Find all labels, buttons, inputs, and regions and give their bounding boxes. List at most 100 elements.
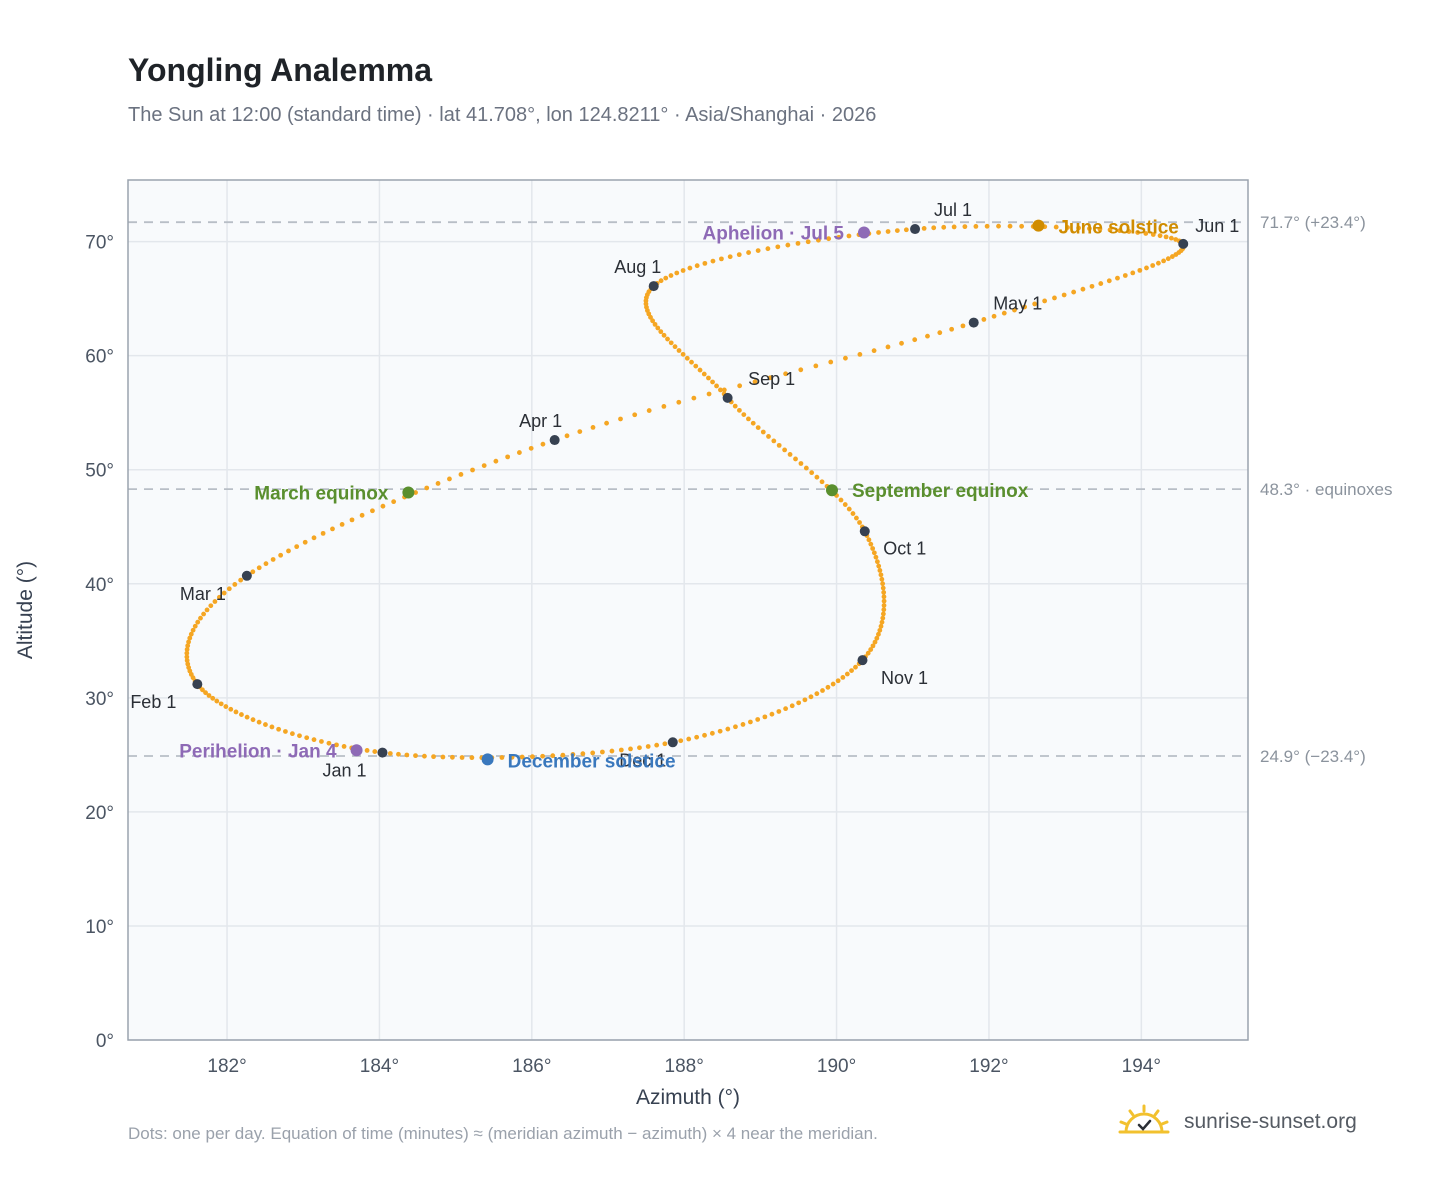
daily-sun-dot <box>1163 234 1169 240</box>
daily-sun-dot <box>604 420 609 426</box>
event-marker <box>481 753 494 766</box>
daily-sun-dot <box>184 650 190 656</box>
daily-sun-dot <box>1150 263 1156 268</box>
daily-sun-dot <box>206 693 212 698</box>
daily-sun-dot <box>269 724 275 730</box>
daily-sun-dot <box>931 225 937 231</box>
month-label: Apr 1 <box>519 411 562 431</box>
daily-sun-dot <box>256 719 262 725</box>
daily-sun-dot <box>981 317 987 322</box>
daily-sun-dot <box>221 590 227 596</box>
daily-sun-dot <box>599 749 605 755</box>
daily-sun-dot <box>828 359 834 365</box>
daily-sun-dot <box>881 590 887 595</box>
daily-sun-dot <box>228 706 234 712</box>
daily-sun-dot <box>881 598 887 604</box>
daily-sun-dot <box>795 240 801 246</box>
event-marker <box>1032 219 1045 232</box>
daily-sun-dot <box>868 647 874 652</box>
daily-sun-dot <box>737 383 743 389</box>
daily-sun-dot <box>286 548 291 554</box>
event-marker <box>858 226 870 239</box>
x-tick-label: 194° <box>1122 1056 1161 1077</box>
daily-sun-dot <box>516 450 522 455</box>
daily-sun-dot <box>850 511 856 516</box>
daily-sun-dot <box>701 371 707 377</box>
daily-sun-dot <box>846 233 852 239</box>
reference-line-label: 48.3° · equinoxes <box>1260 480 1393 499</box>
daily-sun-dot <box>655 325 661 331</box>
daily-sun-dot <box>879 619 885 625</box>
daily-sun-dot <box>311 737 317 743</box>
daily-sun-dot <box>878 623 884 629</box>
daily-sun-dot <box>789 703 795 709</box>
daily-sun-dot <box>431 754 436 760</box>
daily-sun-dot <box>1161 258 1167 264</box>
y-tick-label: 70° <box>85 233 114 254</box>
daily-sun-dot <box>349 517 355 523</box>
daily-sun-dot <box>450 754 455 760</box>
daily-sun-dot <box>359 512 365 518</box>
daily-sun-dot <box>499 755 505 760</box>
daily-sun-dot <box>216 594 222 600</box>
daily-sun-dot <box>771 438 777 444</box>
daily-sun-dot <box>925 333 930 339</box>
daily-sun-dot <box>210 695 216 701</box>
daily-sun-dot <box>871 550 877 556</box>
daily-sun-dot <box>609 748 615 754</box>
daily-sun-dot <box>1065 225 1070 230</box>
month-marker <box>241 570 252 581</box>
month-label: Sep 1 <box>748 369 795 389</box>
daily-sun-dot <box>881 603 887 608</box>
daily-sun-dot <box>984 223 990 229</box>
daily-sun-dot <box>813 363 819 369</box>
daily-sun-dot <box>732 403 738 409</box>
month-label: Nov 1 <box>881 668 928 688</box>
daily-sun-dot <box>765 246 771 252</box>
daily-sun-dot <box>1022 304 1028 310</box>
daily-sun-dot <box>458 472 464 477</box>
brand[interactable]: sunrise-sunset.org <box>1118 1100 1357 1144</box>
daily-sun-dot <box>391 499 397 505</box>
daily-sun-dot <box>755 248 761 254</box>
daily-sun-dot <box>838 497 844 503</box>
month-label: Dec 1 <box>619 750 666 770</box>
daily-sun-dot <box>1076 225 1081 231</box>
daily-sun-dot <box>637 745 642 751</box>
daily-sun-dot <box>736 407 742 413</box>
daily-sun-dot <box>702 260 708 266</box>
daily-sun-dot <box>570 752 576 757</box>
daily-sun-dot <box>214 698 220 704</box>
daily-sun-dot <box>645 744 651 749</box>
event-label: September equinox <box>852 481 1029 502</box>
daily-sun-dot <box>885 344 891 350</box>
month-label: Jan 1 <box>322 761 366 781</box>
daily-sun-dot <box>201 611 206 617</box>
daily-sun-dot <box>870 546 876 551</box>
daily-sun-dot <box>872 639 878 645</box>
daily-sun-dot <box>618 416 623 422</box>
daily-sun-dot <box>776 709 782 714</box>
daily-sun-dot <box>1135 230 1141 235</box>
daily-sun-dot <box>1042 298 1048 304</box>
daily-sun-dot <box>250 717 256 723</box>
daily-sun-dot <box>270 557 276 562</box>
daily-sun-dot <box>198 615 203 621</box>
x-tick-label: 186° <box>512 1056 551 1077</box>
daily-sun-dot <box>878 572 884 578</box>
daily-sun-dot <box>505 454 511 460</box>
x-tick-label: 188° <box>665 1056 704 1077</box>
daily-sun-dot <box>232 582 238 587</box>
event-marker <box>350 744 363 757</box>
x-tick-label: 184° <box>360 1056 399 1077</box>
daily-sun-dot <box>725 726 731 732</box>
event-label: June solstice <box>1058 218 1178 239</box>
daily-sun-dot <box>668 340 674 346</box>
daily-sun-dot <box>330 526 335 532</box>
daily-sun-dot <box>208 603 214 609</box>
daily-sun-dot <box>776 442 782 448</box>
daily-sun-dot <box>244 714 250 720</box>
daily-sun-dot <box>881 594 887 600</box>
daily-sun-dot <box>853 664 858 670</box>
daily-sun-dot <box>577 429 583 435</box>
